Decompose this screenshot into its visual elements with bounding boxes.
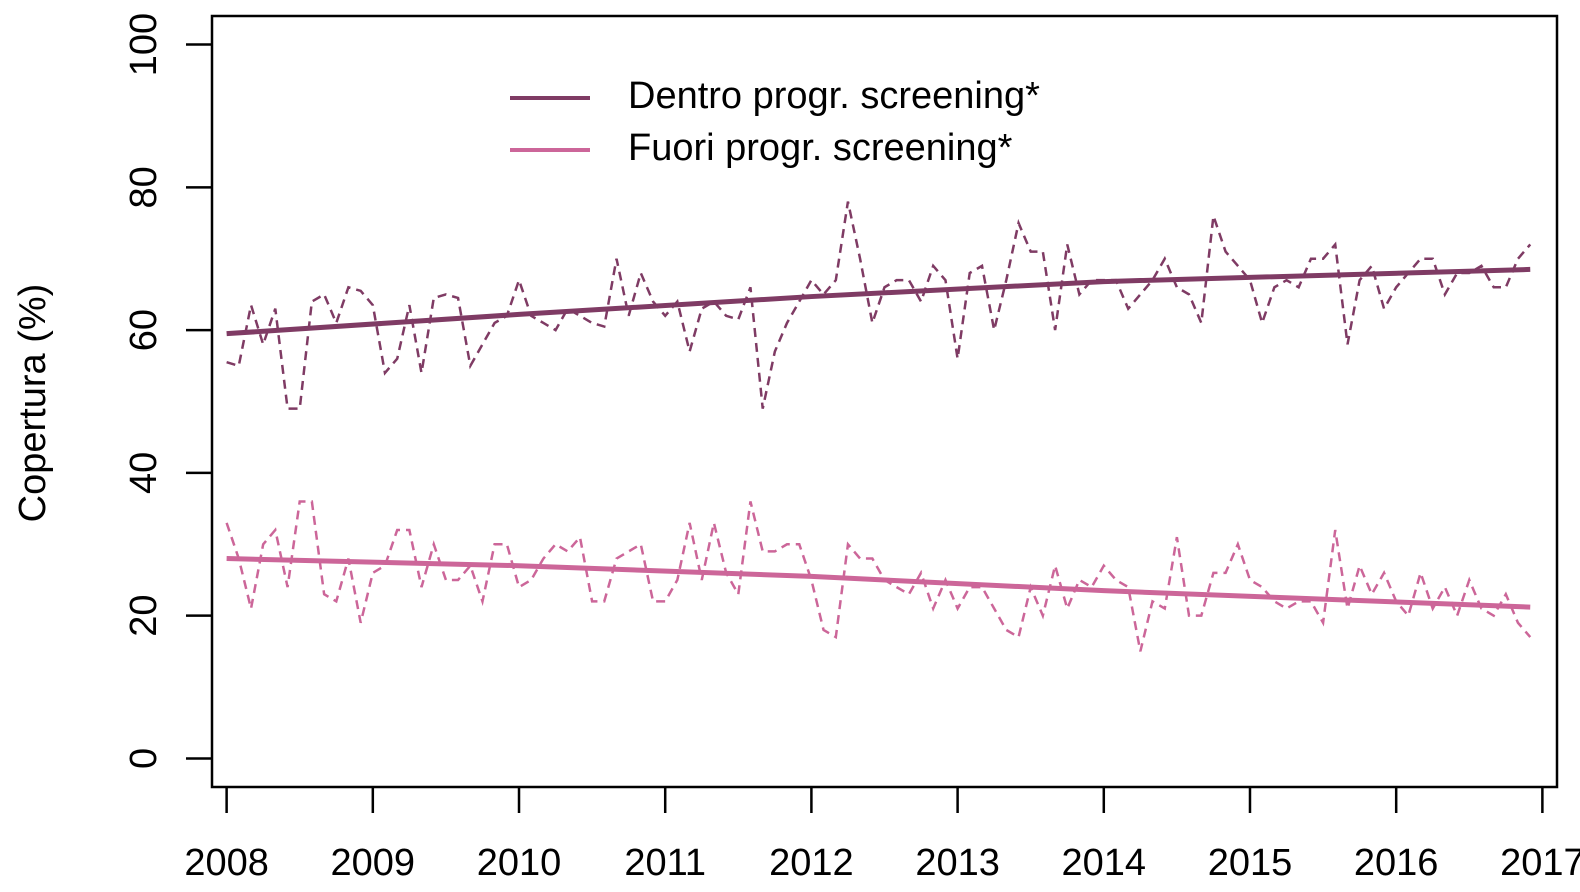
x-tick-label: 2015 xyxy=(1208,842,1293,884)
x-tick-label: 2017 xyxy=(1500,842,1580,884)
x-tick-label: 2012 xyxy=(769,842,854,884)
x-tick-label: 2013 xyxy=(915,842,1000,884)
legend-label: Fuori progr. screening* xyxy=(628,127,1013,169)
y-tick-label: 80 xyxy=(123,166,165,208)
monthly-line xyxy=(225,500,1532,652)
y-axis-label: Copertura (%) xyxy=(12,284,54,523)
y-tick-label: 60 xyxy=(123,309,165,351)
x-tick-label: 2016 xyxy=(1354,842,1439,884)
trend-line xyxy=(226,556,1531,610)
trend-line xyxy=(226,266,1531,337)
plot-frame xyxy=(210,14,1559,789)
y-tick-label: 40 xyxy=(123,452,165,494)
x-tick-label: 2014 xyxy=(1062,842,1147,884)
legend-label: Dentro progr. screening* xyxy=(628,75,1040,117)
y-tick-label: 20 xyxy=(123,595,165,637)
monthly-line xyxy=(226,201,1532,410)
x-tick-label: 2011 xyxy=(624,842,706,884)
x-tick-label: 2009 xyxy=(331,842,416,884)
y-tick-label: 0 xyxy=(123,748,165,769)
y-tick-label: 100 xyxy=(123,13,165,76)
x-tick-label: 2008 xyxy=(184,842,269,884)
x-tick-label: 2010 xyxy=(477,842,562,884)
